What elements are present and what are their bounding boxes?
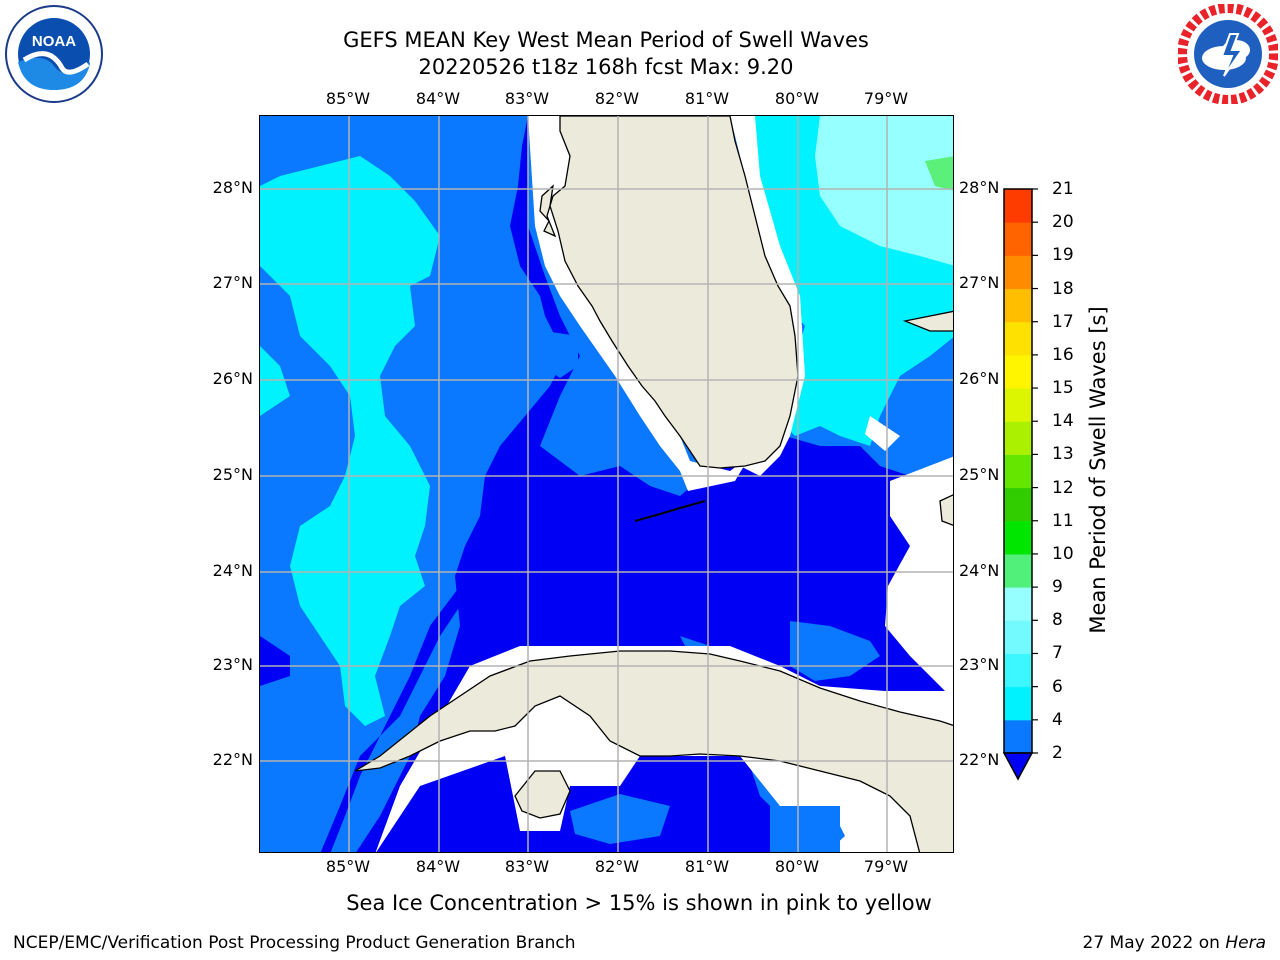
footer-date-text: 27 May 2022 on: [1082, 933, 1226, 953]
graticule: [260, 116, 953, 852]
chart-subtitle: 20220526 t18z 168h fcst Max: 9.20: [418, 55, 794, 79]
no-data-area-bahamas-south: [885, 456, 953, 699]
lat-label: 22°N: [212, 750, 253, 769]
lon-label: 85°W: [325, 89, 371, 108]
colorbar-tick-label: 4: [1052, 709, 1063, 730]
noaa-logo: NOAA: [5, 5, 103, 103]
colorbar-segment: [1004, 189, 1032, 223]
lon-label: 82°W: [594, 89, 640, 108]
colorbar-under-extension: [1002, 752, 1034, 781]
colorbar-tick-label: 14: [1052, 411, 1074, 432]
colorbar-segment: [1004, 587, 1032, 621]
colorbar-tick-label: 13: [1052, 444, 1074, 465]
colorbar-tick-label: 2: [1052, 743, 1063, 763]
colorbar-segment: [1004, 719, 1032, 754]
colorbar-tick-label: 16: [1052, 344, 1074, 365]
colorbar-tick-label: 10: [1052, 543, 1074, 564]
lon-label: 81°W: [684, 89, 730, 108]
swell-field-0-2s-southwest: [320, 546, 480, 852]
footer-date: 27 May 2022 on Hera: [1083, 933, 1267, 953]
colorbar-tick-label: 8: [1052, 610, 1063, 631]
lon-label: 84°W: [415, 89, 461, 108]
lat-label: 28°N: [959, 178, 1000, 197]
colorbar-tick-label: 18: [1052, 278, 1074, 299]
colorbar-tick-label: 20: [1052, 212, 1074, 233]
lat-label: 28°N: [212, 178, 253, 197]
colorbar-tick-label: 12: [1052, 477, 1074, 498]
colorbar-segment: [1004, 686, 1032, 721]
lon-label: 85°W: [325, 857, 371, 876]
lon-label: 79°W: [863, 89, 909, 108]
lat-label: 26°N: [212, 369, 253, 388]
colorbar-segment: [1004, 553, 1032, 588]
colorbar-title: Mean Period of Swell Waves [s]: [1086, 306, 1110, 634]
swell-field-8-9s-east: [925, 156, 953, 191]
colorbar-tick-label: 19: [1052, 245, 1074, 266]
colorbar-segment: [1004, 388, 1032, 422]
colorbar-segment: [1004, 487, 1032, 522]
colorbar-tick-label: 21: [1052, 179, 1074, 199]
colorbar-segment: [1004, 421, 1032, 455]
land-grand-bahama: [902, 310, 953, 332]
swell-field-2-4s-patch: [542, 331, 578, 378]
colorbar-segment: [1004, 620, 1032, 654]
land-andros: [939, 494, 953, 526]
colorbar-tick-label: 6: [1052, 676, 1063, 697]
swell-field-4-6s-west: [260, 156, 440, 726]
colorbar: [1002, 188, 1038, 781]
colorbar-segment: [1004, 354, 1032, 389]
colorbar-segment: [1004, 255, 1032, 290]
colorbar-segment: [1004, 520, 1032, 555]
swell-field-6-8s-east: [815, 116, 953, 266]
land-cuba: [354, 650, 953, 852]
footer-credit: NCEP/EMC/Verification Post Processing Pr…: [13, 933, 576, 953]
colorbar-tick-label: 17: [1052, 311, 1074, 332]
colorbar-tick-label: 11: [1052, 510, 1074, 531]
lat-label: 25°N: [959, 465, 1000, 484]
lat-label: 24°N: [959, 561, 1000, 580]
sea-ice-note: Sea Ice Concentration > 15% is shown in …: [346, 891, 932, 915]
lon-label: 82°W: [594, 857, 640, 876]
land-florida-keys: [634, 500, 706, 522]
lon-label: 79°W: [863, 857, 909, 876]
colorbar-segment: [1004, 321, 1032, 356]
lon-label: 80°W: [774, 89, 820, 108]
lon-label: 80°W: [774, 857, 820, 876]
lon-label: 83°W: [504, 89, 550, 108]
nws-logo: [1178, 4, 1278, 104]
swell-field-2-4s-patch-south: [570, 794, 670, 844]
lat-label: 23°N: [959, 655, 1000, 674]
colorbar-segment: [1004, 288, 1032, 323]
colorbar-tick-label: 15: [1052, 378, 1074, 399]
colorbar-tick-label: 9: [1052, 577, 1063, 598]
colorbar-outline: [1003, 188, 1033, 754]
swell-field-0-2s-corner-se: [260, 636, 290, 686]
chart-title: GEFS MEAN Key West Mean Period of Swell …: [343, 28, 869, 52]
colorbar-segment: [1004, 653, 1032, 688]
colorbar-tick-label: 7: [1052, 643, 1063, 664]
colorbar-segment: [1004, 454, 1032, 489]
lat-label: 23°N: [212, 655, 253, 674]
swell-field-4-6s-west-edge: [260, 346, 290, 416]
lon-label: 83°W: [504, 857, 550, 876]
footer-machine: Hera: [1225, 933, 1266, 953]
map-panel: [259, 115, 954, 853]
lon-label: 81°W: [684, 857, 730, 876]
map-canvas: [260, 116, 953, 852]
lon-label: 84°W: [415, 857, 461, 876]
lat-label: 26°N: [959, 369, 1000, 388]
lat-label: 27°N: [959, 273, 1000, 292]
no-data-area-bahamas: [865, 416, 900, 451]
lat-label: 22°N: [959, 750, 1000, 769]
lat-label: 27°N: [212, 273, 253, 292]
noaa-logo-text: NOAA: [32, 33, 76, 50]
colorbar-segment: [1004, 222, 1032, 256]
lat-label: 24°N: [212, 561, 253, 580]
swell-field-2-4s-patch-southeast: [770, 806, 845, 852]
lat-label: 25°N: [212, 465, 253, 484]
